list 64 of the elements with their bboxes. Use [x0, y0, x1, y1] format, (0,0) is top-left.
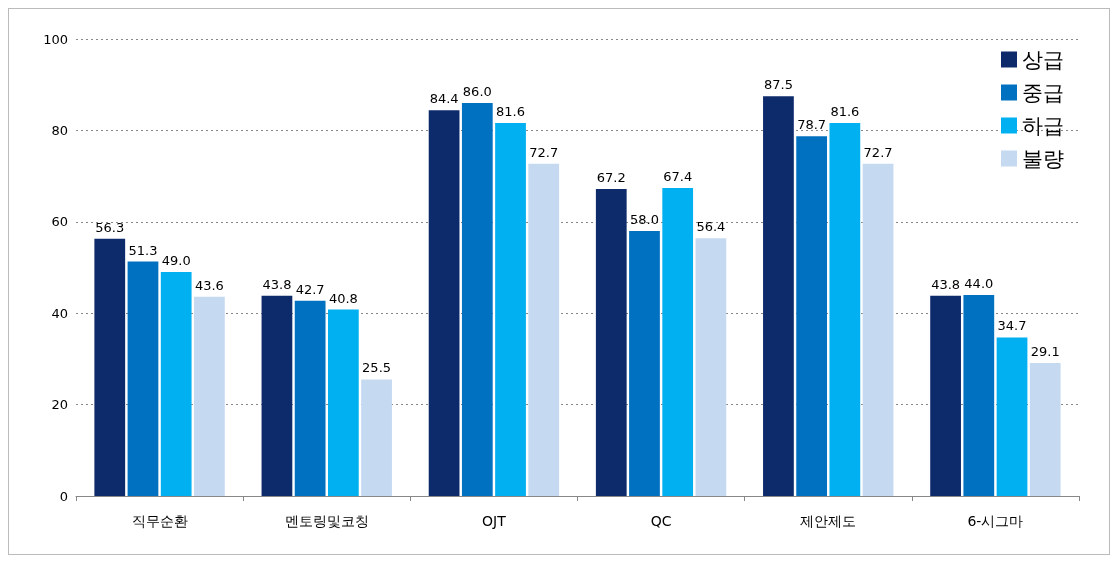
legend-label: 중급 — [1022, 80, 1064, 105]
bar — [695, 238, 727, 496]
data-label: 72.7 — [529, 144, 559, 160]
x-tick-label: OJT — [482, 513, 507, 529]
x-tick-label: 멘토링및코칭 — [284, 513, 369, 529]
bar — [963, 294, 995, 496]
data-label: 87.5 — [763, 77, 793, 93]
x-tick-label: 제안제도 — [800, 513, 857, 529]
bar — [428, 110, 460, 496]
data-label: 43.6 — [194, 277, 224, 293]
bar — [495, 123, 526, 496]
data-label: 25.5 — [362, 360, 392, 376]
bar — [94, 238, 126, 496]
data-label: 34.7 — [997, 318, 1027, 334]
bar — [127, 261, 159, 496]
y-tick-label: 100 — [43, 31, 68, 47]
legend-label: 상급 — [1022, 47, 1064, 72]
bar — [361, 379, 392, 496]
bar — [461, 102, 493, 496]
data-label: 86.0 — [462, 83, 492, 99]
data-label: 58.0 — [630, 211, 659, 227]
legend-label: 하급 — [1022, 113, 1064, 138]
data-label: 43.8 — [262, 276, 292, 292]
bar — [595, 188, 627, 496]
y-tick-label: 80 — [51, 122, 68, 138]
bar — [763, 96, 794, 496]
data-label: 84.4 — [429, 91, 459, 107]
x-tick-label: 6-시그마 — [967, 513, 1024, 529]
bar — [160, 272, 192, 496]
data-label: 81.6 — [496, 104, 525, 120]
data-label: 42.7 — [295, 281, 325, 297]
bar — [829, 123, 861, 496]
bar — [194, 296, 225, 496]
data-label: 49.0 — [161, 253, 191, 269]
legend-label: 불량 — [1022, 146, 1064, 171]
x-tick-label: 직무순환 — [131, 513, 188, 529]
data-label: 40.8 — [328, 290, 358, 306]
bar — [629, 230, 660, 496]
bar — [930, 295, 961, 496]
data-label: 56.3 — [95, 219, 125, 235]
bar — [796, 136, 828, 496]
y-tick-label: 60 — [51, 214, 68, 230]
data-label: 67.2 — [596, 169, 626, 185]
bar — [528, 163, 560, 496]
data-label: 51.3 — [128, 242, 158, 258]
y-tick-label: 20 — [51, 397, 68, 413]
data-label: 56.4 — [696, 219, 726, 235]
x-tick-label: QC — [650, 513, 672, 529]
bar — [261, 295, 293, 496]
data-label: 43.8 — [931, 276, 961, 292]
bar — [996, 337, 1028, 496]
data-label: 81.6 — [830, 104, 860, 120]
y-tick-label: 40 — [51, 305, 68, 321]
data-label: 67.4 — [663, 168, 693, 184]
data-label: 78.7 — [797, 117, 827, 133]
bar — [294, 300, 326, 496]
bar — [662, 187, 694, 496]
bar — [1029, 363, 1061, 496]
y-tick-label: 0 — [59, 488, 68, 504]
data-label: 44.0 — [964, 275, 994, 291]
bar — [327, 309, 359, 496]
bar — [862, 163, 894, 496]
data-label: 29.1 — [1030, 344, 1060, 360]
data-label: 72.7 — [863, 144, 893, 160]
